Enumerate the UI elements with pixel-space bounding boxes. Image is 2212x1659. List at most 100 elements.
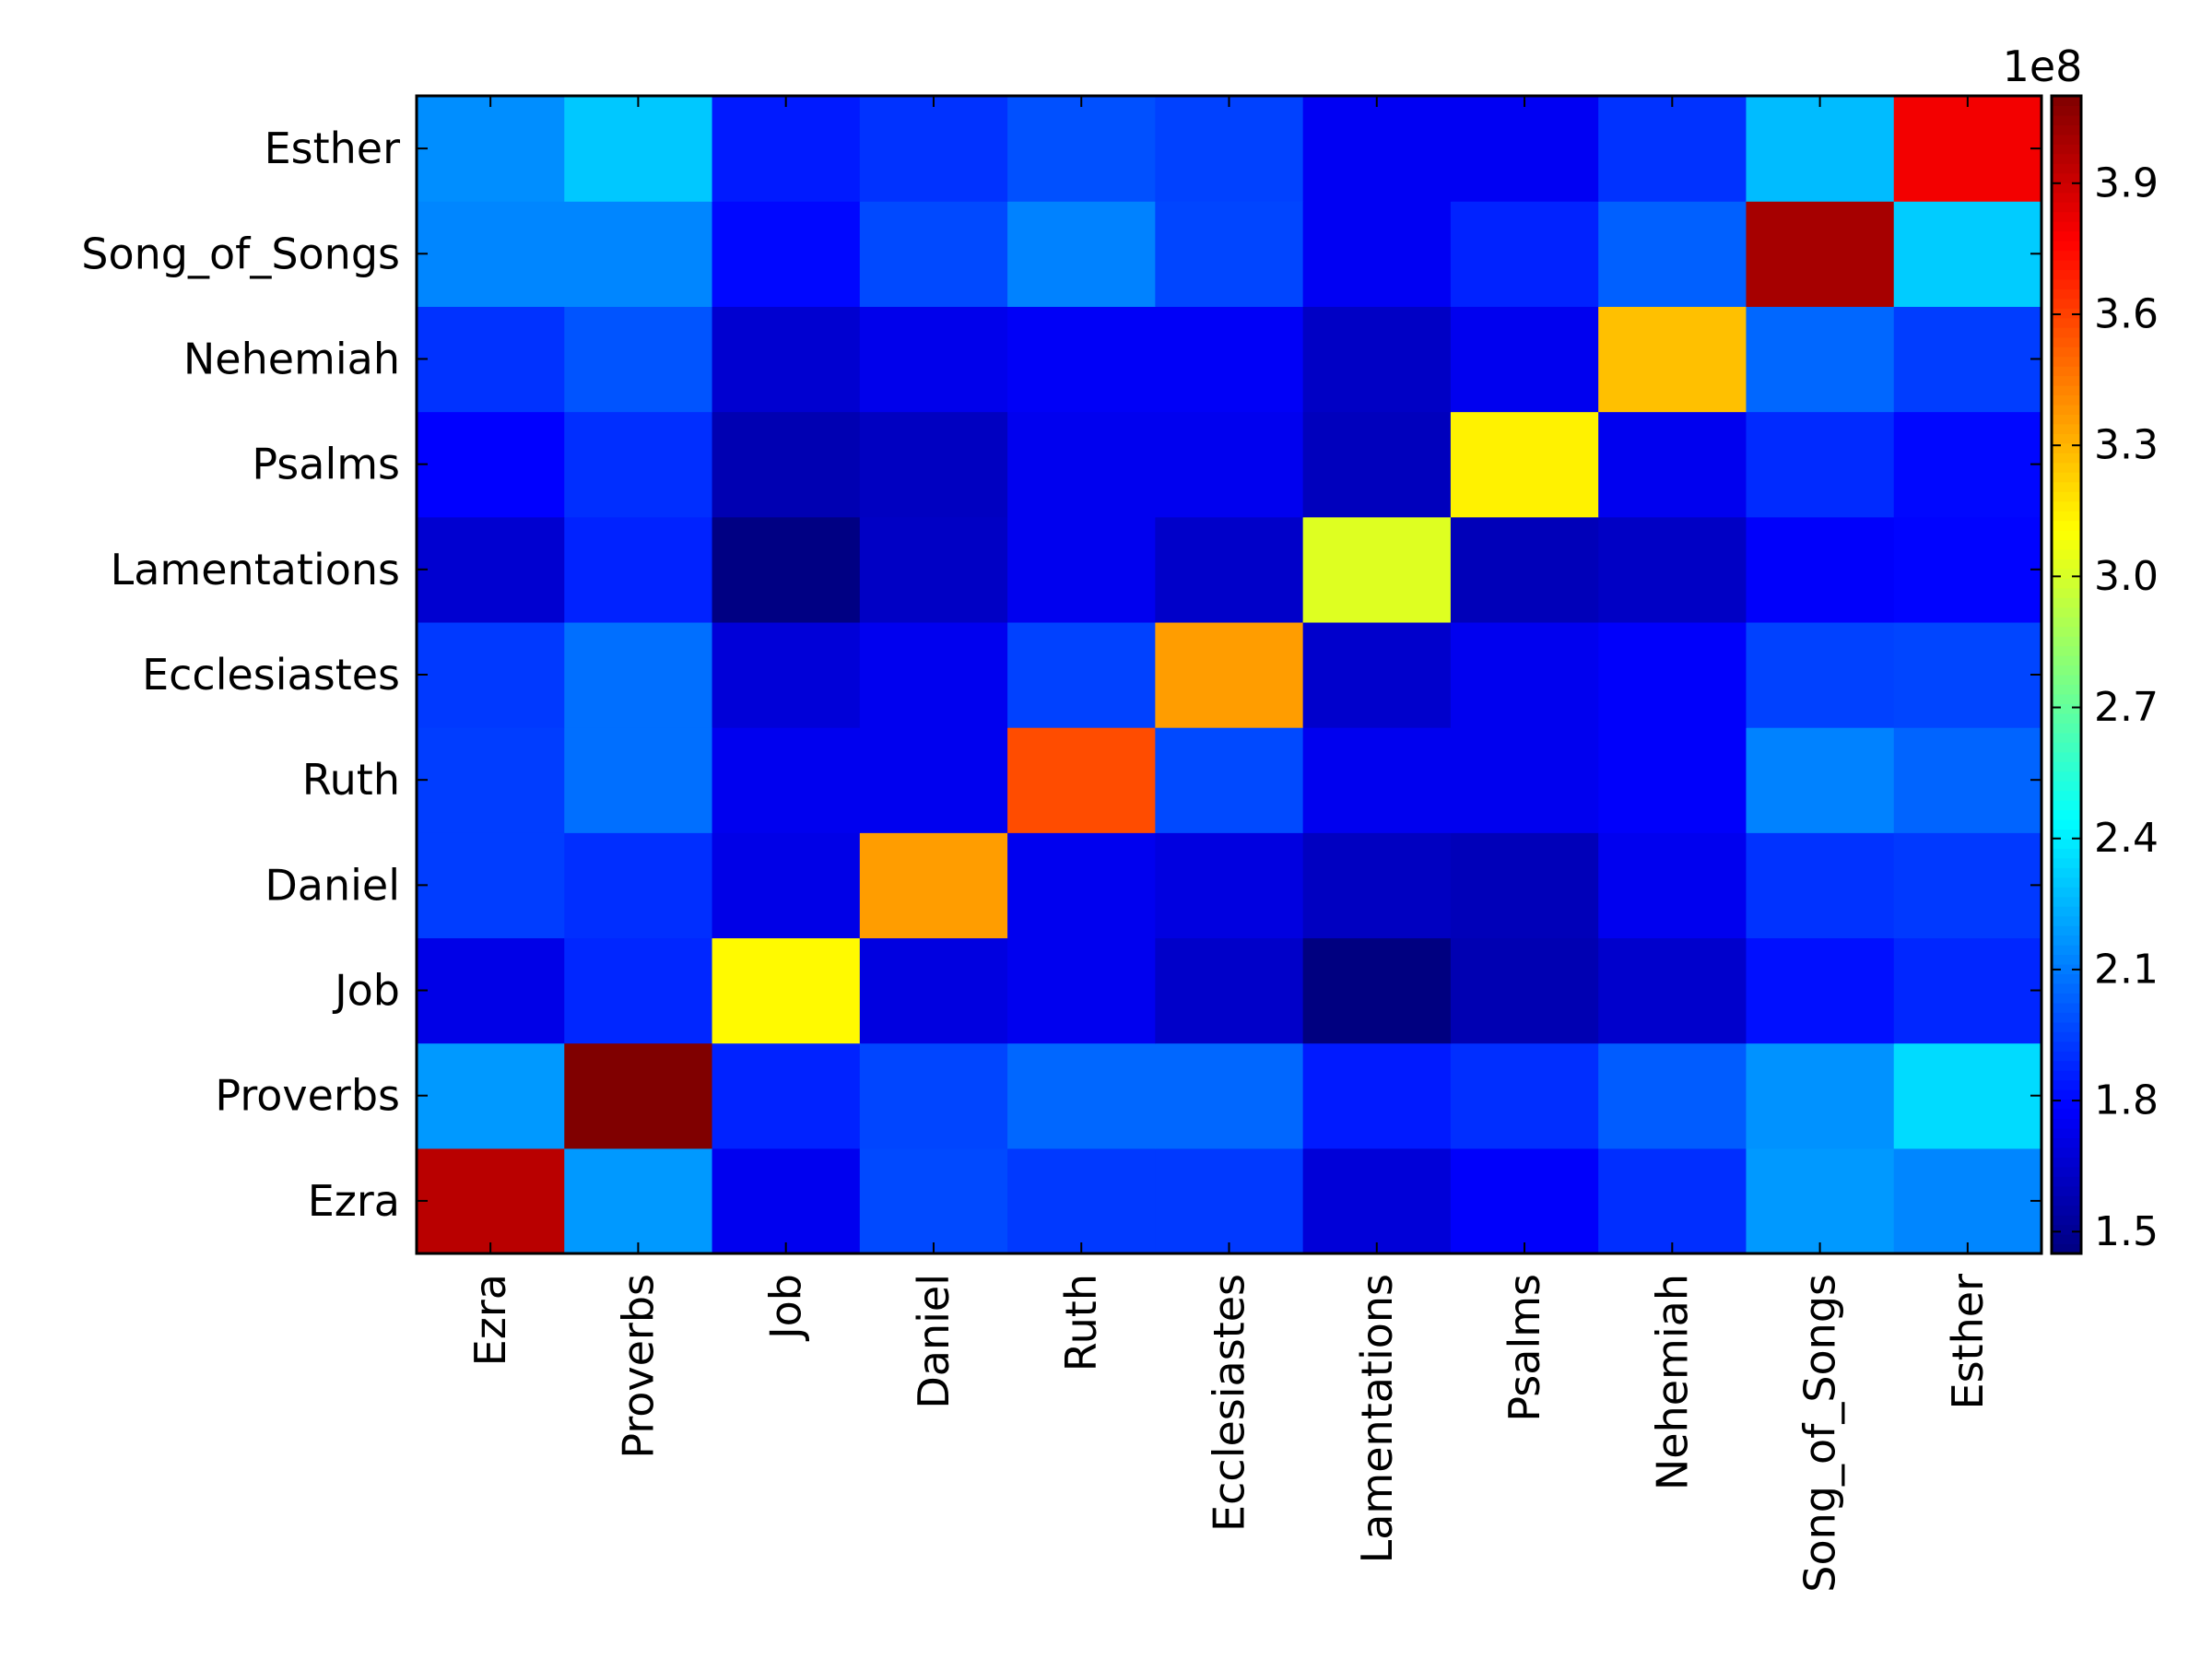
- heatmap-cell-Ruth-Nehemiah: [1598, 727, 1747, 833]
- colorbar-segment: [2052, 1060, 2081, 1071]
- colorbar-segment: [2052, 703, 2081, 714]
- colorbar-segment: [2052, 124, 2081, 135]
- colorbar-segment: [2052, 1051, 2081, 1062]
- colorbar-frame: [2050, 94, 2083, 1255]
- heatmap-cell-Psalms-Lamentations: [1302, 411, 1452, 518]
- colorbar-segment: [2052, 1089, 2081, 1100]
- heatmap-cell-Lamentations-Proverbs: [564, 516, 713, 623]
- heatmap-cell-Nehemiah-Lamentations: [1302, 306, 1452, 413]
- colorbar-segment: [2052, 1185, 2081, 1196]
- heatmap-cell-Ruth-Daniel: [859, 727, 1008, 833]
- heatmap-cell-Ezra-Lamentations: [1302, 1147, 1452, 1254]
- y-axis: Ezra Proverbs Job Daniel Ruth Ecclesiastes Lam…: [81, 124, 2041, 1226]
- colorbar-segment: [2052, 1176, 2081, 1187]
- colorbar-segment: [2052, 423, 2081, 434]
- colorbar-segment: [2052, 327, 2081, 338]
- colorbar-segment: [2052, 761, 2081, 772]
- colorbar: 1.5 1.8 2.1 2.4 2.7 3.0 3.3 3.6 3.9: [2050, 94, 2159, 1255]
- x-tick-label: Lamentations: [1352, 1274, 1402, 1563]
- colorbar-segment: [2052, 655, 2081, 666]
- heatmap-cell-Daniel-Nehemiah: [1598, 832, 1747, 939]
- colorbar-segment: [2052, 288, 2081, 300]
- heatmap-cell-Ruth-Proverbs: [564, 727, 713, 833]
- heatmap-cell-Proverbs-Song_of_Songs: [1746, 1042, 1895, 1149]
- colorbar-segment: [2052, 172, 2081, 183]
- colorbar-segment: [2052, 269, 2081, 280]
- x-tick-label: Nehemiah: [1647, 1274, 1697, 1490]
- colorbar-segment: [2052, 578, 2081, 589]
- heatmap-cell-Ruth-Job: [712, 727, 861, 833]
- y-tick-label: Job: [332, 966, 400, 1016]
- colorbar-segment: [2052, 1109, 2081, 1120]
- heatmap-cell-Proverbs-Job: [712, 1042, 861, 1149]
- heatmap-cell-Job-Esther: [1893, 937, 2042, 1044]
- heatmap-cell-Psalms-Esther: [1893, 411, 2042, 518]
- colorbar-segment: [2052, 221, 2081, 232]
- colorbar-segment: [2052, 442, 2081, 453]
- y-tick-label: Lamentations: [111, 545, 400, 594]
- heatmap-cell-Nehemiah-Psalms: [1450, 306, 1599, 413]
- heatmap-cell-Psalms-Ecclesiastes: [1155, 411, 1304, 518]
- colorbar-segment: [2052, 954, 2081, 965]
- colorbar-segment: [2052, 1070, 2081, 1081]
- colorbar-tick-label: 2.1: [2094, 946, 2159, 993]
- heatmap-cell-Job-Ezra: [417, 937, 565, 1044]
- colorbar-segment: [2052, 163, 2081, 174]
- colorbar-segment: [2052, 202, 2081, 213]
- heatmap-cell-Esther-Daniel: [859, 96, 1008, 202]
- heatmap-cell-Ezra-Psalms: [1450, 1147, 1599, 1254]
- colorbar-tick-label: 3.6: [2094, 290, 2159, 337]
- colorbar-segment: [2052, 857, 2081, 868]
- colorbar-segment: [2052, 1166, 2081, 1177]
- colorbar-segment: [2052, 366, 2081, 377]
- colorbar-segment: [2052, 548, 2081, 559]
- colorbar-segment: [2052, 385, 2081, 396]
- heatmap-cell-Esther-Ezra: [417, 96, 565, 202]
- colorbar-segment: [2052, 617, 2081, 628]
- colorbar-segment: [2052, 1079, 2081, 1090]
- colorbar-segment: [2052, 751, 2081, 762]
- heatmap-cell-Ezra-Ezra: [417, 1147, 565, 1254]
- colorbar-segment: [2052, 298, 2081, 309]
- heatmap-cell-Song_of_Songs-Psalms: [1450, 201, 1599, 307]
- heatmap-cell-Psalms-Ruth: [1007, 411, 1156, 518]
- colorbar-segment: [2052, 114, 2081, 125]
- colorbar-segment: [2052, 308, 2081, 319]
- heatmap-cell-Job-Ruth: [1007, 937, 1156, 1044]
- heatmap-cell-Ecclesiastes-Daniel: [859, 621, 1008, 728]
- colorbar-segment: [2052, 964, 2081, 975]
- heatmap-cell-Song_of_Songs-Job: [712, 201, 861, 307]
- heatmap-cell-Song_of_Songs-Song_of_Songs: [1746, 201, 1895, 307]
- colorbar-segment: [2052, 606, 2081, 618]
- heatmap-cell-Ezra-Ecclesiastes: [1155, 1147, 1304, 1254]
- heatmap-cell-Proverbs-Proverbs: [564, 1042, 713, 1149]
- heatmap-cell-Ruth-Esther: [1893, 727, 2042, 833]
- colorbar-segment: [2052, 433, 2081, 444]
- heatmap-cell-Ecclesiastes-Proverbs: [564, 621, 713, 728]
- heatmap-cell-Job-Job: [712, 937, 861, 1044]
- colorbar-segment: [2052, 153, 2081, 164]
- colorbar-segment: [2052, 530, 2081, 541]
- heatmap-cell-Ecclesiastes-Nehemiah: [1598, 621, 1747, 728]
- heatmap-cell-Proverbs-Ezra: [417, 1042, 565, 1149]
- colorbar-segment: [2052, 645, 2081, 656]
- heatmap-cell-Song_of_Songs-Ruth: [1007, 201, 1156, 307]
- heatmap-cell-Ecclesiastes-Ruth: [1007, 621, 1156, 728]
- colorbar-segment: [2052, 317, 2081, 328]
- y-tick-label: Ruth: [302, 755, 400, 805]
- colorbar-segment: [2052, 1224, 2081, 1235]
- x-tick-label: Ezra: [465, 1274, 515, 1366]
- colorbar-segment: [2052, 665, 2081, 676]
- heatmap-cell-Lamentations-Psalms: [1450, 516, 1599, 623]
- colorbar-segment: [2052, 742, 2081, 753]
- colorbar-segment: [2052, 230, 2081, 241]
- colorbar-segment: [2052, 925, 2081, 936]
- heatmap-cell-Ruth-Psalms: [1450, 727, 1599, 833]
- colorbar-segment: [2052, 520, 2081, 531]
- colorbar-tick-label: 3.3: [2094, 422, 2159, 469]
- heatmap-cell-Daniel-Lamentations: [1302, 832, 1452, 939]
- heatmap-cells: [417, 96, 2042, 1254]
- heatmap-cell-Job-Song_of_Songs: [1746, 937, 1895, 1044]
- heatmap-cell-Ezra-Daniel: [859, 1147, 1008, 1254]
- heatmap-cell-Esther-Job: [712, 96, 861, 202]
